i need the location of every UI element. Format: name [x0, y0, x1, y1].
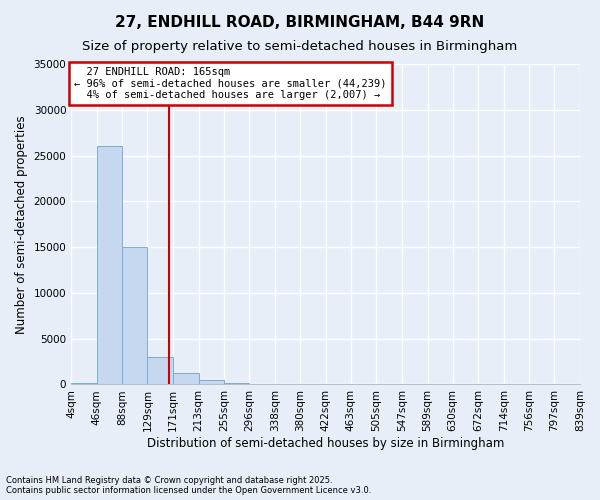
Bar: [148, 357, 173, 384]
Y-axis label: Number of semi-detached properties: Number of semi-detached properties: [15, 115, 28, 334]
Bar: [224, 382, 249, 384]
X-axis label: Distribution of semi-detached houses by size in Birmingham: Distribution of semi-detached houses by …: [147, 437, 504, 450]
Bar: [71, 382, 97, 384]
Text: Contains HM Land Registry data © Crown copyright and database right 2025.
Contai: Contains HM Land Registry data © Crown c…: [6, 476, 371, 495]
Bar: [199, 380, 224, 384]
Text: 27, ENDHILL ROAD, BIRMINGHAM, B44 9RN: 27, ENDHILL ROAD, BIRMINGHAM, B44 9RN: [115, 15, 485, 30]
Text: 27 ENDHILL ROAD: 165sqm
← 96% of semi-detached houses are smaller (44,239)
  4% : 27 ENDHILL ROAD: 165sqm ← 96% of semi-de…: [74, 67, 386, 100]
Bar: [173, 374, 199, 384]
Text: Size of property relative to semi-detached houses in Birmingham: Size of property relative to semi-detach…: [82, 40, 518, 53]
Bar: [97, 146, 122, 384]
Bar: [122, 247, 148, 384]
